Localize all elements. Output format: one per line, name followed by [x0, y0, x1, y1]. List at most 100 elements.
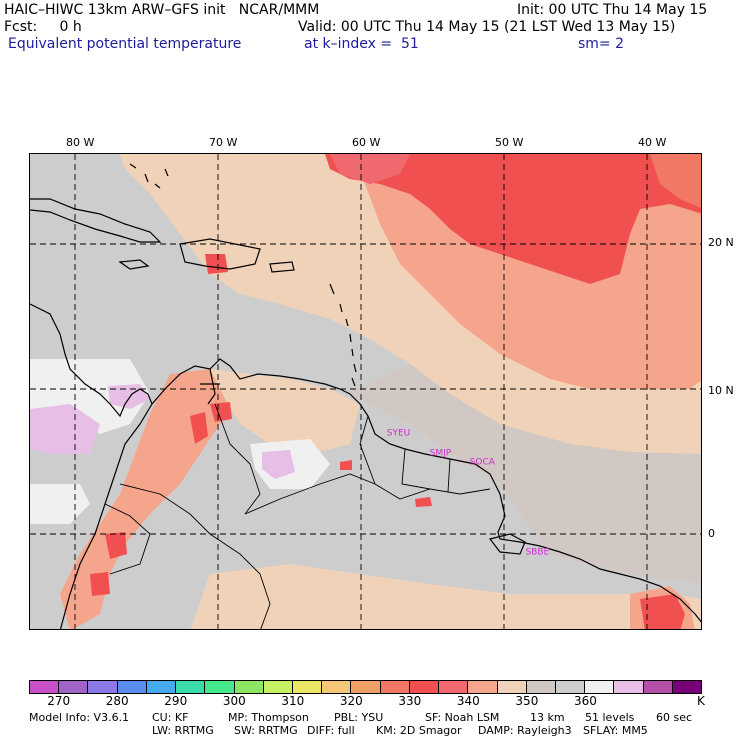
coast-central-america: [30, 303, 153, 418]
coast-antilles: [329, 283, 357, 387]
colorbar-swatch: [176, 681, 206, 693]
colorbar-swatch: [263, 681, 293, 693]
theta-e-map: SYEU SMJP SOCA SBBE: [30, 154, 701, 629]
colorbar-swatch: [526, 681, 556, 693]
field-red-east: [640, 594, 685, 629]
field-lilac-inland: [262, 450, 295, 479]
init-time: Init: 00 UTC Thu 14 May 15: [517, 2, 708, 18]
station-labels: SYEU SMJP SOCA SBBE: [387, 428, 550, 557]
field-red: [325, 154, 701, 284]
lat-label-20n: 20 N: [708, 236, 734, 249]
border-guyana: [359, 415, 376, 485]
border-colombia-venezuela: [214, 403, 261, 515]
coast-sa-north: [151, 358, 701, 623]
field-lilac-panama: [108, 384, 150, 409]
forecast-hour: Fcst: 0 h: [4, 19, 82, 35]
colorbar-swatch: [614, 681, 644, 693]
colorbar-swatch: [30, 681, 60, 693]
border-suriname: [401, 448, 431, 490]
footer-item: SFLAY: MM5: [583, 724, 648, 737]
colorbar-tick-label: 300: [222, 694, 246, 708]
colorbar-swatch: [205, 681, 235, 693]
colorbar-swatch: [59, 681, 89, 693]
field-red-speckle-1: [190, 412, 208, 444]
map-panel: SYEU SMJP SOCA SBBE: [29, 153, 702, 630]
field-land-venezuela: [210, 369, 360, 454]
coast-bahamas: [129, 163, 169, 189]
smoothing: sm= 2: [578, 36, 625, 52]
footer-item: SW: RRTMG: [234, 724, 298, 737]
field-red-speckle-4: [90, 572, 110, 596]
field-land-brazil-south: [190, 564, 701, 629]
model-title: HAIC–HIWC 13km ARW–GFS init NCAR/MMM: [4, 2, 320, 18]
station-label-sbbe: SBBE: [525, 547, 549, 557]
colorbar-swatch: [117, 681, 147, 693]
footer-item: LW: RRTMG: [152, 724, 214, 737]
colorbar-swatch: [468, 681, 498, 693]
footer-item: PBL: YSU: [334, 711, 384, 724]
colorbar-swatch: [380, 681, 410, 693]
colorbar-swatch: [555, 681, 586, 693]
footer-item: 51 levels: [585, 711, 635, 724]
colorbar-tick-label: 310: [281, 694, 305, 708]
border-fguiana: [447, 458, 451, 493]
footer-item: KM: 2D Smagor: [376, 724, 462, 737]
field-red-speckle-6: [340, 460, 352, 470]
colorbar-swatch: [292, 681, 323, 693]
field-land-colombia: [60, 369, 230, 629]
colorbar-swatch: [497, 681, 527, 693]
colorbar-tick-label: 340: [456, 694, 480, 708]
station-label-smjp: SMJP: [430, 449, 452, 459]
colorbar-swatch: [409, 681, 440, 693]
colorbar-swatch: [322, 681, 352, 693]
footer-item: DAMP: Rayleigh3: [478, 724, 572, 737]
field-coral-north: [330, 154, 410, 184]
field-coral-ne: [650, 154, 701, 209]
station-label-syeu: SYEU: [387, 428, 410, 438]
colorbar-tick-label: 360: [573, 694, 597, 708]
lon-label-60w: 60 W: [352, 136, 381, 149]
footer-item: Model Info: V3.6.1: [29, 711, 130, 724]
coast-hispaniola: [179, 238, 261, 270]
field-red-speckle-5: [205, 254, 228, 274]
lat-lon-grid: [30, 154, 701, 629]
field-red-speckle-2: [210, 402, 232, 422]
colorbar-tick-label: 350: [515, 694, 539, 708]
colorbar-tick-label: 270: [47, 694, 71, 708]
colorbar-tick-label: 330: [398, 694, 422, 708]
lat-label-10n: 10 N: [708, 384, 734, 397]
colorbar: [29, 680, 702, 694]
lon-label-50w: 50 W: [495, 136, 524, 149]
lon-label-70w: 70 W: [209, 136, 238, 149]
footer-item: MP: Thompson: [228, 711, 309, 724]
colorbar-unit: K: [697, 694, 705, 708]
border-colombia-peru: [119, 483, 271, 629]
colorbar-swatch: [88, 681, 118, 693]
colorbar-swatch: [643, 681, 673, 693]
colorbar-swatch: [672, 681, 702, 693]
footer-item: CU: KF: [152, 711, 189, 724]
field-red-speckle-3: [105, 532, 127, 559]
coastlines: [30, 163, 701, 629]
lat-label-0: 0: [708, 527, 715, 540]
valid-time: Valid: 00 UTC Thu 14 May 15 (21 LST Wed …: [298, 19, 676, 35]
footer-item: 13 km: [530, 711, 565, 724]
colorbar-swatch: [351, 681, 381, 693]
colorbar-swatch: [234, 681, 264, 693]
coast-marajo: [488, 533, 526, 555]
colorbar-tick-label: 320: [339, 694, 363, 708]
field-name: Equivalent potential temperature: [8, 36, 242, 52]
shaded-field: [30, 154, 701, 629]
field-lilac-west: [30, 404, 100, 454]
coast-jamaica: [118, 259, 150, 270]
station-label-soca: SOCA: [470, 457, 496, 467]
colorbar-tick-label: 280: [105, 694, 129, 708]
coast-maracaibo: [200, 368, 220, 405]
lon-label-80w: 80 W: [66, 136, 95, 149]
colorbar-tick-label: 290: [164, 694, 188, 708]
colorbar-swatch: [585, 681, 615, 693]
lon-label-40w: 40 W: [638, 136, 667, 149]
level-index: at k–index = 51: [304, 36, 419, 52]
colorbar-swatch: [146, 681, 177, 693]
field-red-speckle-7: [415, 497, 432, 507]
